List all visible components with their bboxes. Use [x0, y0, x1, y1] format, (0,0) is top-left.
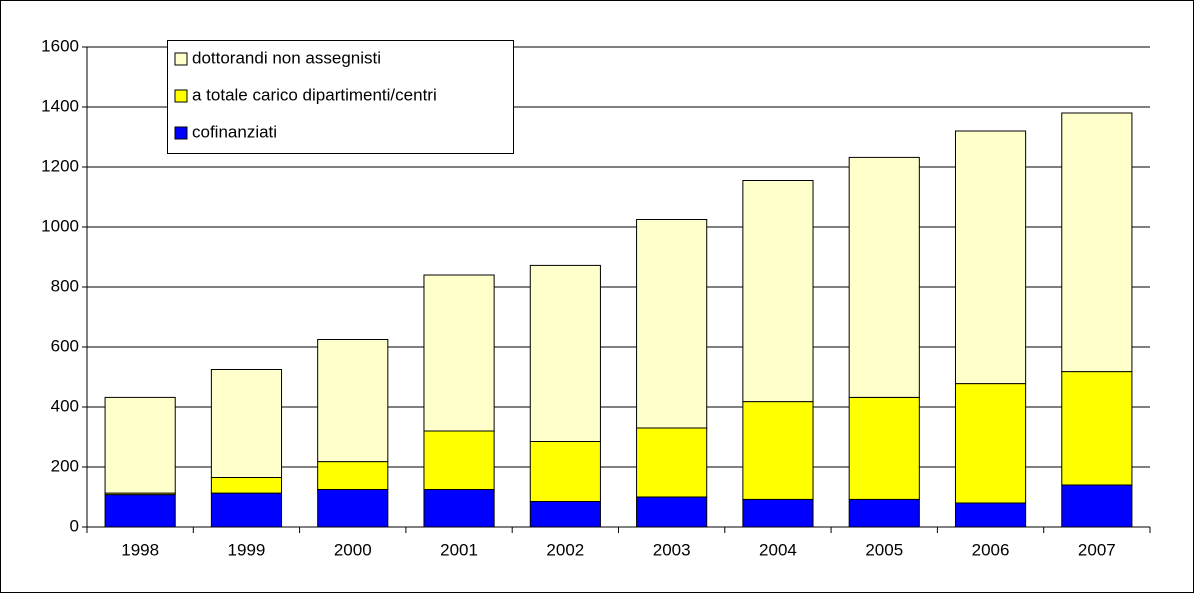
bar-segment: [742, 180, 814, 403]
bar-segment: [423, 274, 495, 432]
bar-segment: [423, 430, 495, 490]
bar-segment: [636, 427, 708, 498]
bar-segment: [104, 396, 176, 494]
y-tick-label: 400: [51, 396, 79, 415]
bar-segment: [742, 498, 814, 528]
x-tick-label: 2002: [546, 540, 584, 559]
x-tick-label: 1998: [121, 540, 159, 559]
bar-segment: [848, 396, 920, 500]
y-tick-label: 800: [51, 276, 79, 295]
x-tick-label: 2005: [865, 540, 903, 559]
x-tick-label: 2004: [759, 540, 797, 559]
legend-label: cofinanziati: [192, 122, 277, 141]
x-tick-label: 2007: [1078, 540, 1116, 559]
bar-segment: [104, 494, 176, 528]
bar-segment: [1061, 112, 1133, 373]
bar-segment: [423, 489, 495, 528]
bar-segment: [954, 130, 1027, 385]
bar-segment: [210, 477, 283, 494]
bar-segment: [317, 489, 389, 528]
bar-segment: [1061, 371, 1133, 486]
y-tick-label: 1000: [41, 216, 79, 235]
bar-segment: [529, 501, 601, 528]
y-tick-label: 1400: [41, 96, 79, 115]
legend-swatch: [174, 126, 188, 140]
x-tick-label: 2000: [334, 540, 372, 559]
x-tick-label: 2006: [972, 540, 1010, 559]
bar-segment: [954, 502, 1027, 528]
y-tick-label: 600: [51, 336, 79, 355]
y-tick-label: 1600: [41, 36, 79, 55]
bar-segment: [317, 339, 389, 463]
bar-segment: [848, 156, 920, 398]
legend-label: dottorandi non assegnisti: [192, 48, 381, 67]
bar-segment: [210, 492, 283, 528]
legend-swatch: [174, 52, 188, 66]
bar-segment: [317, 461, 389, 491]
bar-segment: [954, 383, 1027, 504]
bar-segment: [1061, 484, 1133, 528]
legend-swatch: [174, 89, 188, 103]
bar-segment: [529, 441, 601, 502]
bar-segment: [848, 498, 920, 528]
bar-segment: [529, 264, 601, 442]
legend-box: [167, 40, 514, 154]
y-tick-label: 1200: [41, 156, 79, 175]
y-tick-label: 200: [51, 456, 79, 475]
bar-segment: [742, 401, 814, 500]
bar-segment: [636, 496, 708, 528]
bar-segment: [210, 369, 283, 478]
x-tick-label: 2003: [653, 540, 691, 559]
x-tick-label: 2001: [440, 540, 478, 559]
y-tick-label: 0: [70, 516, 79, 535]
x-tick-label: 1999: [228, 540, 266, 559]
legend-label: a totale carico dipartimenti/centri: [192, 85, 437, 104]
bar-segment: [636, 219, 708, 429]
